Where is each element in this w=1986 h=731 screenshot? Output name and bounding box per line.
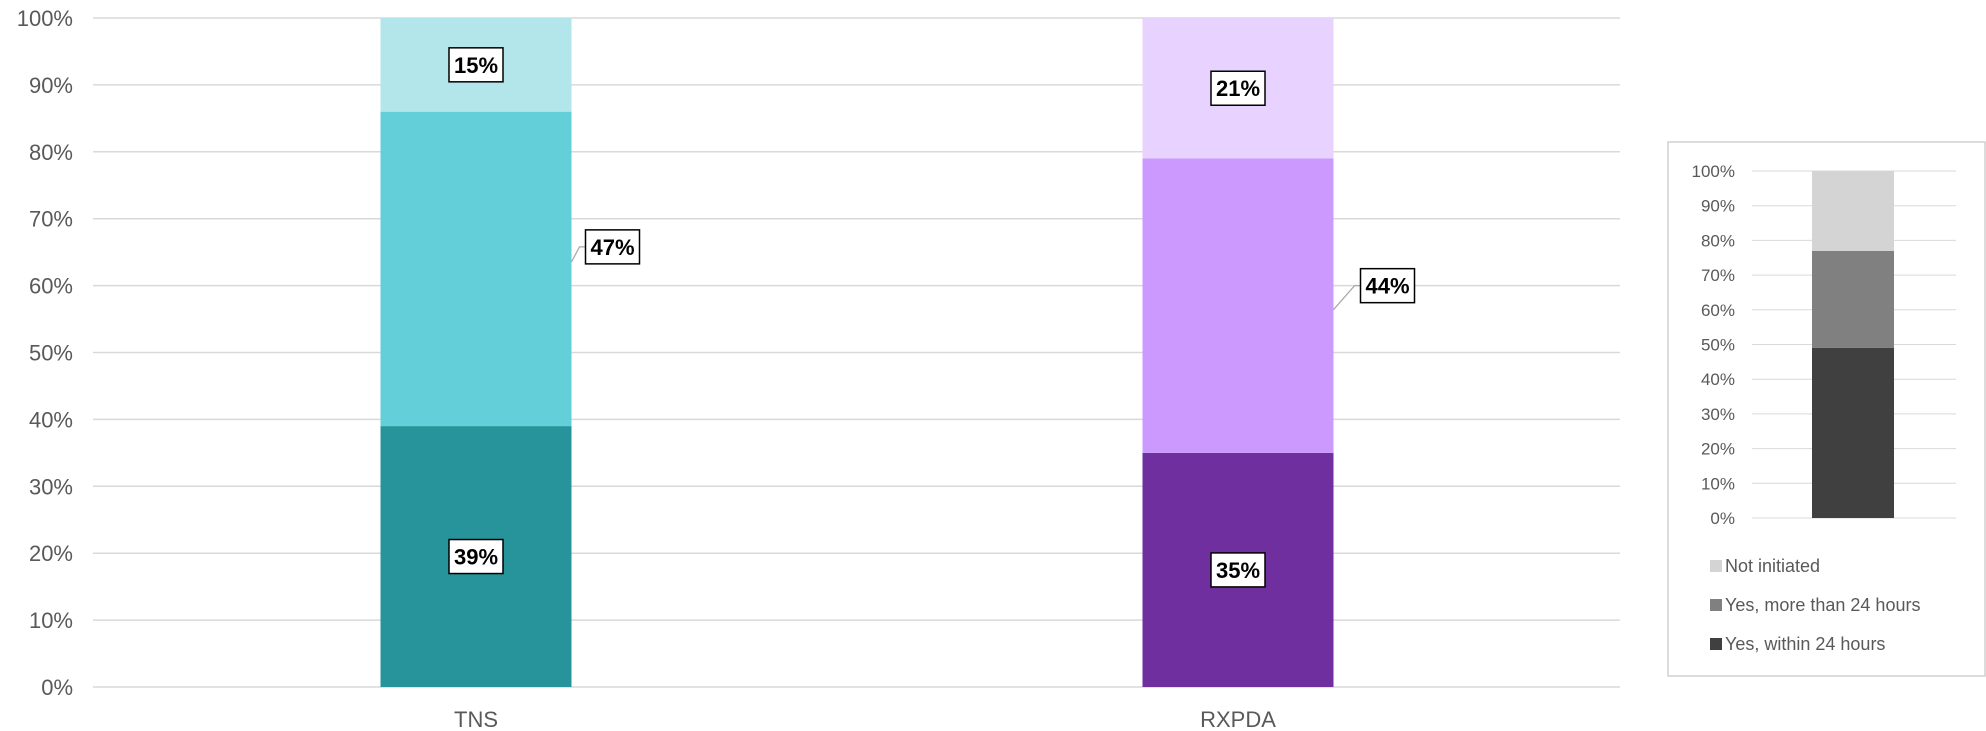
x-category-label: TNS (454, 707, 498, 731)
y-tick-label: 70% (29, 207, 73, 232)
legend-label: Not initiated (1725, 556, 1820, 576)
legend-label: Yes, more than 24 hours (1725, 595, 1920, 615)
legend-label: Yes, within 24 hours (1725, 634, 1885, 654)
key-bar-segment (1812, 347, 1894, 518)
key-y-tick-label: 0% (1710, 509, 1735, 528)
key-y-tick-label: 60% (1701, 301, 1735, 320)
data-label-box (448, 47, 504, 83)
y-tick-label: 30% (29, 474, 73, 499)
key-y-tick-label: 40% (1701, 370, 1735, 389)
key-y-axis-ticks: 0% 10% 20% 30% 40% 50% 60% 70% 80% 90% 100% (1692, 162, 1735, 528)
data-label-box (1210, 552, 1266, 588)
y-tick-label: 60% (29, 274, 73, 299)
key-y-tick-label: 20% (1701, 440, 1735, 459)
key-y-tick-label: 80% (1701, 231, 1735, 250)
key-y-tick-label: 100% (1692, 162, 1735, 181)
key-bars (1812, 171, 1894, 518)
key-y-tick-label: 50% (1701, 336, 1735, 355)
y-tick-label: 50% (29, 341, 73, 366)
data-label: 47% (590, 235, 634, 260)
data-label-box (448, 538, 504, 575)
y-tick-label: 10% (29, 608, 73, 633)
legend-swatch (1710, 560, 1722, 572)
data-label: 35% (1216, 558, 1260, 583)
y-tick-label: 0% (41, 675, 73, 700)
key-bar-segment (1812, 171, 1894, 251)
data-label: 44% (1365, 274, 1409, 299)
key-y-tick-label: 90% (1701, 197, 1735, 216)
leader-line (1333, 285, 1361, 311)
data-label-box (1359, 267, 1416, 304)
legend-item: Not initiated (1710, 556, 1820, 576)
key-y-tick-label: 10% (1701, 474, 1735, 493)
y-tick-label: 100% (17, 6, 73, 31)
legend-swatch (1710, 638, 1722, 650)
bar-segment (1142, 158, 1334, 453)
legend: Not initiated Yes, more than 24 hours Yes,… (1710, 556, 1920, 654)
leader-line (570, 246, 586, 263)
main-x-axis-categories: TNS RXPDA (454, 707, 1276, 731)
legend-item: Yes, more than 24 hours (1710, 595, 1920, 615)
data-label: 15% (454, 53, 498, 78)
x-category-label: RXPDA (1200, 707, 1276, 731)
data-label: 21% (1216, 76, 1260, 101)
key-y-tick-label: 70% (1701, 266, 1735, 285)
data-label-box (584, 229, 641, 265)
y-tick-label: 80% (29, 140, 73, 165)
main-gridlines (93, 17, 1620, 688)
main-y-axis-ticks: 0% 10% 20% 30% 40% 50% 60% 70% 80% 90% 100% (17, 6, 73, 700)
key-y-tick-label: 30% (1701, 405, 1735, 424)
legend-item: Yes, within 24 hours (1710, 634, 1885, 654)
y-tick-label: 20% (29, 541, 73, 566)
data-label: 39% (454, 545, 498, 570)
key-bar-segment (1812, 250, 1894, 348)
legend-key-chart: 0% 10% 20% 30% 40% 50% 60% 70% 80% 90% 100% Not in… (1667, 141, 1986, 677)
main-stacked-bar-chart: 0% 10% 20% 30% 40% 50% 60% 70% 80% 90% 100% TNS RXP… (17, 6, 1620, 731)
y-tick-label: 90% (29, 73, 73, 98)
bar-segment (380, 111, 572, 427)
data-label-box (1210, 70, 1266, 106)
main-data-labels: 39% 47% 15% 35% 44% 21% (448, 47, 1416, 588)
legend-swatch (1710, 599, 1722, 611)
y-tick-label: 40% (29, 407, 73, 432)
